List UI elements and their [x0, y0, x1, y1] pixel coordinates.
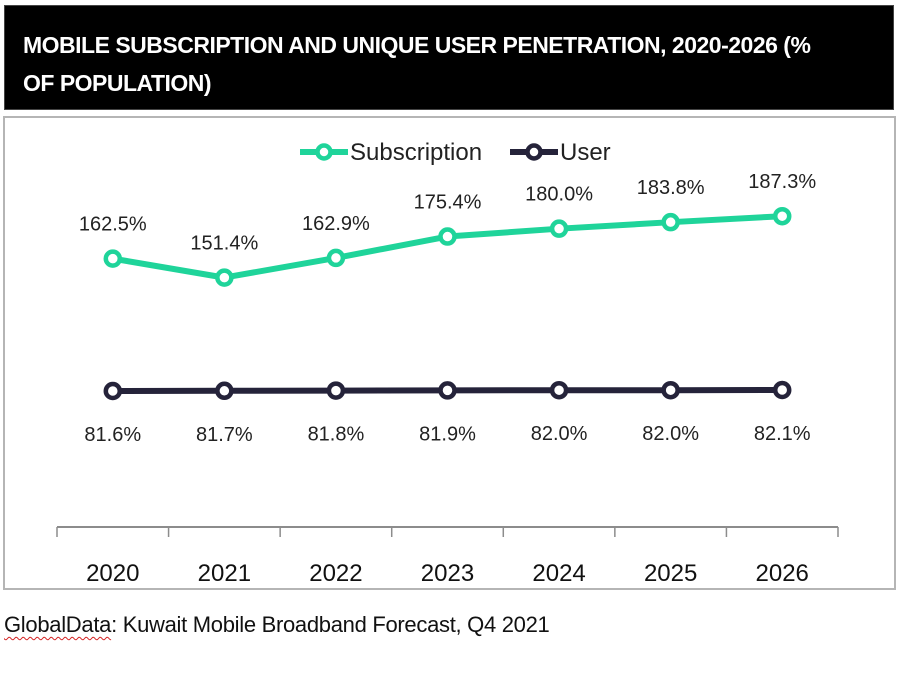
data-point — [661, 212, 680, 232]
data-label: 162.5% — [79, 214, 147, 236]
source-brand: GlobalData — [4, 612, 112, 637]
legend-label: Subscription — [350, 139, 482, 166]
chart-title: MOBILE SUBSCRIPTION AND UNIQUE USER PENE… — [23, 32, 811, 96]
x-tick-label: 2023 — [421, 560, 474, 587]
data-point — [549, 380, 569, 400]
data-label: 81.7% — [196, 424, 253, 446]
chart-area — [3, 116, 896, 590]
data-point — [438, 227, 457, 246]
data-label: 82.1% — [754, 423, 811, 445]
data-label: 187.3% — [748, 171, 816, 193]
data-label: 162.9% — [302, 213, 370, 235]
data-point — [661, 380, 680, 400]
source-text: : Kuwait Mobile Broadband Forecast, Q4 2… — [111, 612, 550, 637]
chart-title-bar: MOBILE SUBSCRIPTION AND UNIQUE USER PENE… — [4, 5, 894, 110]
x-tick-label: 2025 — [644, 560, 697, 587]
data-point — [772, 206, 792, 226]
data-point — [103, 381, 123, 401]
series-group: 162.5% 151.4% 162.9% 175.4% 180.0% 183.8% 187.… — [79, 171, 816, 446]
data-point — [215, 381, 234, 401]
series-subscription: 162.5% 151.4% 162.9% 175.4% 180.0% 183.8% 187.… — [79, 171, 816, 287]
legend-marker-icon — [315, 143, 333, 161]
data-label: 81.8% — [308, 424, 365, 446]
data-label: 81.9% — [419, 423, 476, 445]
x-tick-label: 2020 — [86, 560, 139, 587]
source-note: GlobalData: Kuwait Mobile Broadband Fore… — [4, 612, 550, 638]
legend-item-user: User — [510, 139, 611, 166]
data-point — [549, 219, 569, 238]
data-point — [438, 381, 457, 400]
data-label: 82.0% — [642, 423, 699, 445]
x-tick-label: 2026 — [756, 560, 809, 587]
data-point — [772, 380, 792, 400]
data-point — [326, 381, 346, 400]
data-label: 81.6% — [84, 424, 141, 446]
legend-marker-icon — [525, 143, 543, 161]
data-point — [326, 248, 346, 268]
line-chart: Subscription User 2020 2021 2022 2023 2024 202… — [56, 139, 839, 587]
data-label: 82.0% — [531, 423, 588, 445]
data-label: 180.0% — [525, 184, 593, 206]
x-tick-label: 2022 — [309, 560, 362, 587]
x-tick-label: 2021 — [198, 560, 251, 587]
data-label: 183.8% — [637, 177, 705, 199]
legend: Subscription User — [300, 139, 611, 166]
legend-label: User — [560, 139, 611, 166]
x-axis: 2020 2021 2022 2023 2024 2025 2026 — [56, 526, 839, 587]
series-user: 81.6% 81.7% 81.8% 81.9% 82.0% 82.0% 82.1% — [84, 380, 811, 446]
x-tick-label: 2024 — [532, 560, 585, 587]
data-point — [103, 249, 123, 268]
data-point — [215, 268, 234, 287]
data-label: 151.4% — [190, 233, 258, 255]
legend-item-subscription: Subscription — [300, 139, 482, 166]
data-label: 175.4% — [414, 192, 482, 214]
